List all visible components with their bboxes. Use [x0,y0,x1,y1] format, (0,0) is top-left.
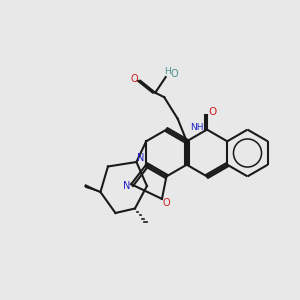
Text: O: O [131,74,139,84]
Polygon shape [85,184,100,192]
Text: O: O [170,69,178,79]
Text: O: O [208,106,217,117]
Text: O: O [163,197,170,208]
Text: N: N [137,153,145,164]
Text: NH: NH [190,122,204,131]
Text: N: N [123,181,130,191]
Text: H: H [164,67,171,76]
